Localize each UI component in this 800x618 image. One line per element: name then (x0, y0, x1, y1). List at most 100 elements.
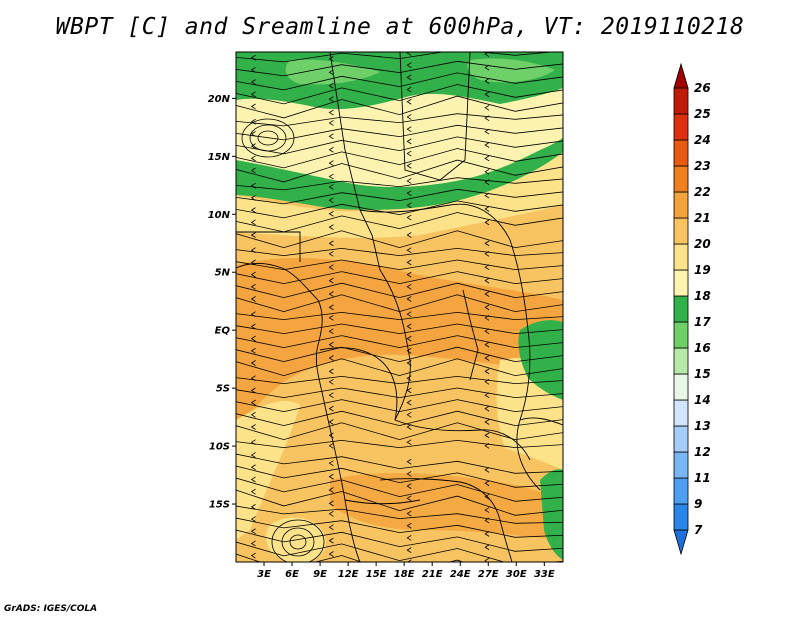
streamline (236, 541, 563, 562)
streamline-arrow (406, 138, 412, 145)
colorbar-bin (673, 113, 689, 141)
streamline (236, 358, 563, 377)
streamline-arrow (328, 432, 334, 439)
streamline-arrow (484, 432, 490, 439)
streamline-arrow (328, 96, 334, 102)
streamline-arrow (406, 98, 412, 105)
streamline-arrow (406, 232, 412, 238)
streamline-arrow (250, 232, 256, 238)
colorbar: 7 9 11 12 13 14 15 16 17 18 19 20 21 22 23 24 25 26 (673, 62, 711, 556)
lon-tick-label: 9E (313, 569, 327, 580)
streamline-arrow (406, 387, 412, 394)
streamline-arrow (328, 250, 334, 257)
streamline-arrow (328, 210, 334, 217)
border-line-7 (321, 391, 361, 562)
streamline-arrow (328, 442, 334, 449)
streamline-arrow (406, 323, 412, 330)
lon-tick-label: 21E (422, 569, 443, 580)
border-line-8 (379, 478, 513, 562)
streamline-arrow (484, 64, 490, 71)
streamline-arrow (484, 531, 490, 537)
streamline-arrow (484, 517, 490, 524)
streamline-arrow (250, 488, 256, 495)
map-title: WBPT [C] and Sreamline at 600hPa, VT: 20… (55, 14, 745, 40)
streamline-arrow (406, 411, 412, 418)
vortex-south-ring-1 (289, 534, 307, 550)
streamline-arrow (328, 419, 334, 425)
colorbar-bin (673, 373, 689, 401)
streamline (236, 399, 563, 413)
streamline-arrow (328, 184, 334, 190)
streamline-arrow (250, 131, 256, 137)
colorbar-label: 14 (694, 393, 711, 407)
streamline (236, 517, 563, 538)
streamline-arrow (250, 91, 256, 98)
streamline (236, 159, 563, 183)
streamline-arrow (250, 399, 256, 406)
streamline-arrow (484, 368, 490, 375)
lat-tick-label: 10S (209, 442, 230, 453)
colorbar-label: 15 (694, 367, 711, 381)
streamline-arrow (406, 495, 412, 502)
streamline-arrow (484, 52, 490, 58)
streamline-arrow (406, 126, 412, 133)
colorbar-label: 17 (694, 315, 711, 329)
wbpt-field (236, 52, 563, 562)
streamline (236, 323, 563, 335)
streamline (236, 124, 563, 141)
streamline (236, 489, 563, 516)
colorbar-label: 25 (694, 107, 711, 121)
streamline-arrow (406, 271, 412, 278)
streamline-arrow (250, 552, 256, 559)
streamline-arrow (250, 283, 256, 290)
streamline-arrow (250, 347, 256, 354)
streamline-arrow (250, 439, 256, 446)
streamline-arrow (328, 304, 334, 311)
streamline-arrow (250, 311, 256, 318)
streamline-arrow (328, 355, 334, 361)
streamline-arrow (328, 473, 334, 480)
streamline-arrow (250, 259, 256, 266)
streamline (236, 387, 563, 399)
streamline-arrow (406, 190, 412, 197)
streamline-arrow (250, 247, 256, 254)
wbpt-shading-17-18-se (540, 469, 563, 560)
streamline (236, 60, 563, 77)
lat-tick-label: 5S (216, 384, 230, 395)
streamline-arrow (328, 109, 334, 116)
streamline-arrow (250, 207, 256, 213)
border-line-10 (509, 239, 541, 491)
wbpt-shading-17-18-east (518, 320, 563, 400)
colorbar-label: 16 (694, 341, 711, 355)
colorbar-label: 24 (694, 133, 711, 147)
streamline-arrow (328, 524, 334, 531)
streamline-arrow (484, 341, 490, 348)
wbpt-shading-21-22-south (330, 473, 560, 540)
streamline-arrow (250, 360, 256, 366)
border-line-6 (394, 419, 531, 461)
streamline-arrow (406, 347, 412, 354)
streamline-arrow (484, 240, 490, 247)
streamline-arrow (484, 378, 490, 385)
colorbar-bin (673, 425, 689, 453)
streamline-arrow (328, 551, 334, 557)
colorbar-bin (673, 243, 689, 271)
streamline-arrow (328, 146, 334, 153)
streamline-arrow (328, 133, 334, 140)
streamline-arrow (484, 168, 490, 175)
streamline (236, 177, 563, 191)
streamline-arrow (406, 259, 412, 266)
lon-tick-label: 30E (506, 569, 527, 580)
streamline-arrow (484, 405, 490, 412)
streamline (236, 200, 563, 219)
streamline (236, 136, 563, 155)
colorbar-bin (673, 295, 689, 323)
wbpt-shading-17-18-mid (236, 138, 563, 210)
colorbar-label: 22 (694, 185, 711, 199)
colorbar-bin (673, 165, 689, 193)
streamline-arrow (484, 179, 490, 186)
streamline-arrow (484, 91, 490, 98)
streamline (236, 52, 556, 63)
coastline-west (236, 263, 323, 393)
